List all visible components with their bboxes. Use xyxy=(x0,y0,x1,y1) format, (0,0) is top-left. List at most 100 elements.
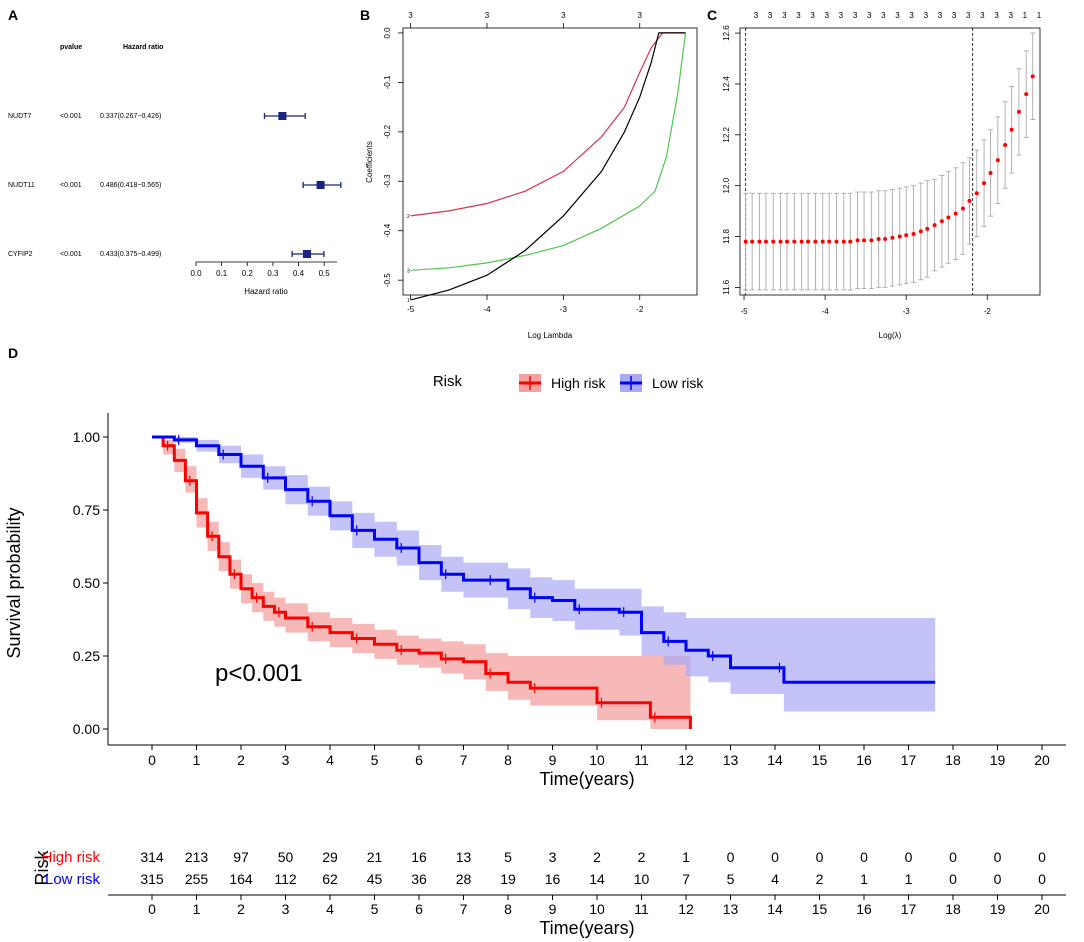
risk-x-tick-label: 11 xyxy=(634,901,649,917)
c-top-tick-label: 3 xyxy=(782,11,787,20)
risk-x-tick-label: 17 xyxy=(901,901,917,917)
cv-point xyxy=(862,238,867,243)
km-x-tick-label: 8 xyxy=(504,752,512,768)
risk-x-tick-label: 12 xyxy=(678,901,694,917)
c-x-tick-label: -3 xyxy=(903,307,911,316)
b-top-tick-label: 3 xyxy=(561,11,566,20)
forest-x-tick-label: 0.0 xyxy=(190,269,202,278)
cv-point xyxy=(806,239,811,244)
cv-point xyxy=(799,239,804,244)
coef-path-2 xyxy=(410,32,686,217)
risk-count-cell: 62 xyxy=(322,871,338,887)
forest-x-tick-label: 0.1 xyxy=(216,269,228,278)
b-top-tick-label: 3 xyxy=(485,11,490,20)
forest-pvalue: <0.001 xyxy=(60,113,82,120)
risk-x-tick-label: 6 xyxy=(415,901,423,917)
c-y-tick-label: 12.4 xyxy=(722,76,731,92)
forest-x-label: Hazard ratio xyxy=(244,287,288,296)
risk-count-cell: 21 xyxy=(367,849,383,865)
cv-point xyxy=(953,211,958,216)
forest-x-tick-label: 0.3 xyxy=(267,269,279,278)
c-top-tick-label: 3 xyxy=(853,11,858,20)
c-top-tick-label: 1 xyxy=(1037,11,1042,20)
km-x-tick-label: 1 xyxy=(193,752,201,768)
forest-point xyxy=(278,112,287,120)
coefficient-path-plot: -5 -4 -3 -20.0-0.1-0.2-0.3-0.4-0.53 3 3 3 231 … xyxy=(365,11,698,340)
forest-x-tick-label: 0.5 xyxy=(319,269,331,278)
b-x-tick-label: -3 xyxy=(560,305,568,314)
cv-point xyxy=(834,239,839,244)
risk-x-tick-label: 18 xyxy=(945,901,961,917)
cv-point xyxy=(1030,74,1035,79)
risk-count-cell: 13 xyxy=(456,849,472,865)
km-y-tick-label: 1.00 xyxy=(73,429,100,445)
risk-count-cell: 0 xyxy=(949,871,957,887)
cv-point xyxy=(876,237,881,242)
cv-point xyxy=(988,170,993,175)
risk-row-label-high: High risk xyxy=(42,849,101,866)
risk-count-cell: 7 xyxy=(682,871,690,887)
c-top-tick-label: 3 xyxy=(768,11,773,20)
b-y-tick-label: -0.2 xyxy=(383,124,392,138)
risk-table: Risk High risk Low risk 0 1 2 3 4 5 6 7 8 9 10 11 12… xyxy=(32,849,1066,938)
cv-point xyxy=(967,198,972,203)
risk-count-cell: 2 xyxy=(816,871,824,887)
legend-label-high: High risk xyxy=(551,375,606,391)
cv-point xyxy=(771,239,776,244)
km-x-tick-label: 18 xyxy=(945,752,961,768)
risk-count-cell: 0 xyxy=(816,849,824,865)
km-x-tick-label: 5 xyxy=(371,752,379,768)
coef-path-3 xyxy=(410,32,687,271)
cv-point xyxy=(932,223,937,228)
c-top-tick-label: 3 xyxy=(825,11,830,20)
b-x-tick-label: -5 xyxy=(407,305,415,314)
cv-point xyxy=(855,238,860,243)
cv-point xyxy=(827,239,832,244)
risk-count-cell: 45 xyxy=(367,871,383,887)
panel-label-d: D xyxy=(8,345,18,361)
c-top-tick-label: 3 xyxy=(966,11,971,20)
risk-x-tick-label: 19 xyxy=(990,901,1006,917)
cv-point xyxy=(974,191,979,196)
plot-frame xyxy=(402,27,698,296)
cv-point xyxy=(982,181,987,186)
risk-count-cell: 314 xyxy=(140,849,164,865)
risk-count-cell: 0 xyxy=(727,849,735,865)
forest-plot: pvalue Hazard ratio NUDT7 <0.001 0.337(0… xyxy=(8,44,342,296)
c-top-tick-label: 3 xyxy=(980,11,985,20)
cv-point xyxy=(918,229,923,234)
risk-count-cell: 0 xyxy=(771,849,779,865)
risk-x-tick-label: 10 xyxy=(589,901,605,917)
c-top-tick-label: 3 xyxy=(909,11,914,20)
c-top-tick-label: 3 xyxy=(994,11,999,20)
c-y-tick-label: 11.8 xyxy=(722,228,731,244)
cv-point xyxy=(1016,109,1021,114)
cv-point xyxy=(785,239,790,244)
cv-point xyxy=(869,238,874,243)
c-x-tick-label: -2 xyxy=(984,307,992,316)
survival-plot: Risk High risk Low risk 0 1 2 3 4 5 6 7 8 9 10 11 12… xyxy=(4,373,1066,789)
risk-count-cell: 97 xyxy=(233,849,249,865)
risk-count-cell: 1 xyxy=(860,871,868,887)
risk-count-cell: 2 xyxy=(593,849,601,865)
cv-point xyxy=(890,235,895,240)
risk-count-cell: 0 xyxy=(1038,871,1046,887)
p-value-annotation: p<0.001 xyxy=(215,660,302,687)
km-x-tick-label: 4 xyxy=(326,752,334,768)
b-x-tick-label: -2 xyxy=(636,305,644,314)
coef-path-label: 1 xyxy=(407,298,410,304)
km-x-tick-label: 16 xyxy=(856,752,872,768)
plot-frame xyxy=(739,27,1041,296)
cv-point xyxy=(743,239,748,244)
cv-point xyxy=(750,239,755,244)
risk-x-tick-label: 9 xyxy=(549,901,557,917)
risk-table-title: Risk xyxy=(32,850,52,886)
c-top-tick-label: 3 xyxy=(867,11,872,20)
risk-x-label: Time(years) xyxy=(539,918,634,938)
coef-path-1 xyxy=(410,32,686,301)
risk-x-tick-label: 5 xyxy=(371,901,379,917)
risk-x-tick-label: 1 xyxy=(193,901,201,917)
km-x-tick-label: 2 xyxy=(237,752,245,768)
risk-count-cell: 0 xyxy=(994,849,1002,865)
c-y-tick-label: 12.0 xyxy=(722,177,731,193)
